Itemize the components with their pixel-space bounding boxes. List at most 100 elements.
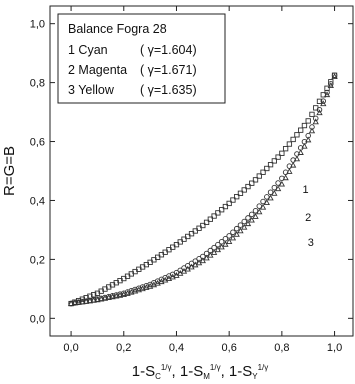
data-point: [222, 240, 229, 247]
data-point: [75, 299, 82, 305]
data-point: [249, 180, 255, 186]
legend-entry-yellow: 3 Yellow: [68, 83, 115, 97]
data-point: [230, 229, 236, 235]
data-point: [301, 142, 308, 149]
data-point: [233, 225, 240, 232]
data-point: [245, 215, 251, 221]
x-label-sub-c: C: [155, 372, 161, 381]
data-point: [245, 183, 251, 190]
data-point: [109, 293, 116, 300]
series-layer: [67, 72, 338, 307]
data-point: [264, 165, 270, 172]
data-point: [143, 284, 150, 290]
data-point: [207, 216, 213, 222]
data-point: [196, 225, 202, 231]
data-point: [211, 213, 217, 219]
data-point: [256, 173, 262, 179]
data-point: [203, 254, 210, 261]
series-3: [67, 73, 338, 306]
data-point: [309, 111, 315, 118]
data-point: [244, 220, 252, 227]
data-point: [331, 73, 338, 79]
data-point: [267, 162, 274, 168]
data-point: [267, 194, 274, 201]
data-point: [218, 243, 225, 250]
data-point: [294, 132, 300, 138]
data-point: [256, 203, 263, 209]
legend-gamma-cyan: ( γ=1.604): [140, 43, 197, 57]
data-point: [237, 227, 244, 234]
data-point: [308, 127, 316, 134]
data-point: [215, 210, 221, 216]
data-point: [165, 275, 173, 281]
x-label-sub-m: M: [203, 372, 210, 381]
data-point: [259, 203, 267, 210]
data-point: [320, 100, 327, 107]
data-point: [226, 238, 233, 244]
data-point: [328, 81, 334, 87]
data-point: [113, 292, 120, 299]
data-point: [263, 199, 270, 206]
data-point: [139, 285, 146, 292]
data-point: [264, 194, 270, 200]
data-point: [241, 218, 247, 225]
axes-layer: 0,0 0,2 0,4 0,6 0,8 1,0 0,0 0,2 0,4 0,6 0,8 1,0 1 2 3: [30, 6, 353, 354]
legend-gamma-magenta: ( γ=1.671): [140, 63, 197, 77]
legend: Balance Fogra 28 1 Cyan ( γ=1.604) 2 Mag…: [57, 13, 226, 104]
data-point: [260, 198, 266, 205]
legend-box: [57, 13, 226, 104]
data-point: [229, 234, 237, 241]
y-tick-label: 0,8: [30, 78, 45, 90]
y-tick-label: 0,6: [30, 137, 45, 149]
data-point: [252, 177, 259, 183]
data-point: [203, 219, 210, 226]
data-point: [210, 249, 218, 255]
data-point: [177, 239, 183, 245]
data-point: [185, 233, 191, 240]
data-point: [120, 291, 127, 297]
data-point: [181, 236, 187, 242]
data-point: [86, 297, 94, 304]
x-label-sup-y: 1/γ: [258, 363, 269, 372]
data-point: [207, 251, 214, 258]
data-point: [146, 282, 154, 289]
data-point: [241, 187, 247, 193]
x-label-prefix-3: 1-S: [229, 363, 252, 380]
data-point: [71, 299, 79, 306]
data-point: [301, 122, 308, 129]
data-point: [226, 200, 232, 207]
data-point: [218, 207, 225, 213]
x-label-prefix-1: 1-S: [132, 363, 155, 380]
data-point: [234, 194, 240, 200]
data-point: [316, 109, 323, 116]
data-point: [278, 180, 286, 187]
data-point: [154, 279, 161, 286]
data-point: [199, 257, 206, 264]
x-tick-label: 0,2: [116, 342, 131, 354]
data-point: [323, 91, 331, 98]
x-tick-label: 0,8: [274, 342, 289, 354]
data-point: [305, 136, 312, 143]
legend-gamma-yellow: ( γ=1.635): [140, 83, 197, 97]
data-point: [327, 82, 334, 89]
data-point: [252, 208, 259, 214]
x-tick-label: 0,4: [169, 342, 184, 354]
data-point: [275, 154, 281, 160]
data-point: [158, 278, 165, 285]
x-label-sep-2: ,: [221, 363, 229, 380]
data-point: [248, 211, 255, 218]
data-point: [316, 98, 323, 104]
curve-label-1: 1: [303, 184, 309, 196]
data-point: [282, 174, 289, 181]
data-point: [305, 118, 311, 124]
data-point: [260, 169, 266, 175]
x-label-sup-m: 1/γ: [210, 363, 221, 372]
data-point: [274, 185, 282, 192]
data-point: [94, 296, 101, 303]
data-point: [312, 115, 319, 122]
data-point: [222, 203, 229, 210]
x-tick-label: 0,6: [222, 342, 237, 354]
data-point: [282, 146, 289, 152]
data-point: [90, 297, 97, 303]
